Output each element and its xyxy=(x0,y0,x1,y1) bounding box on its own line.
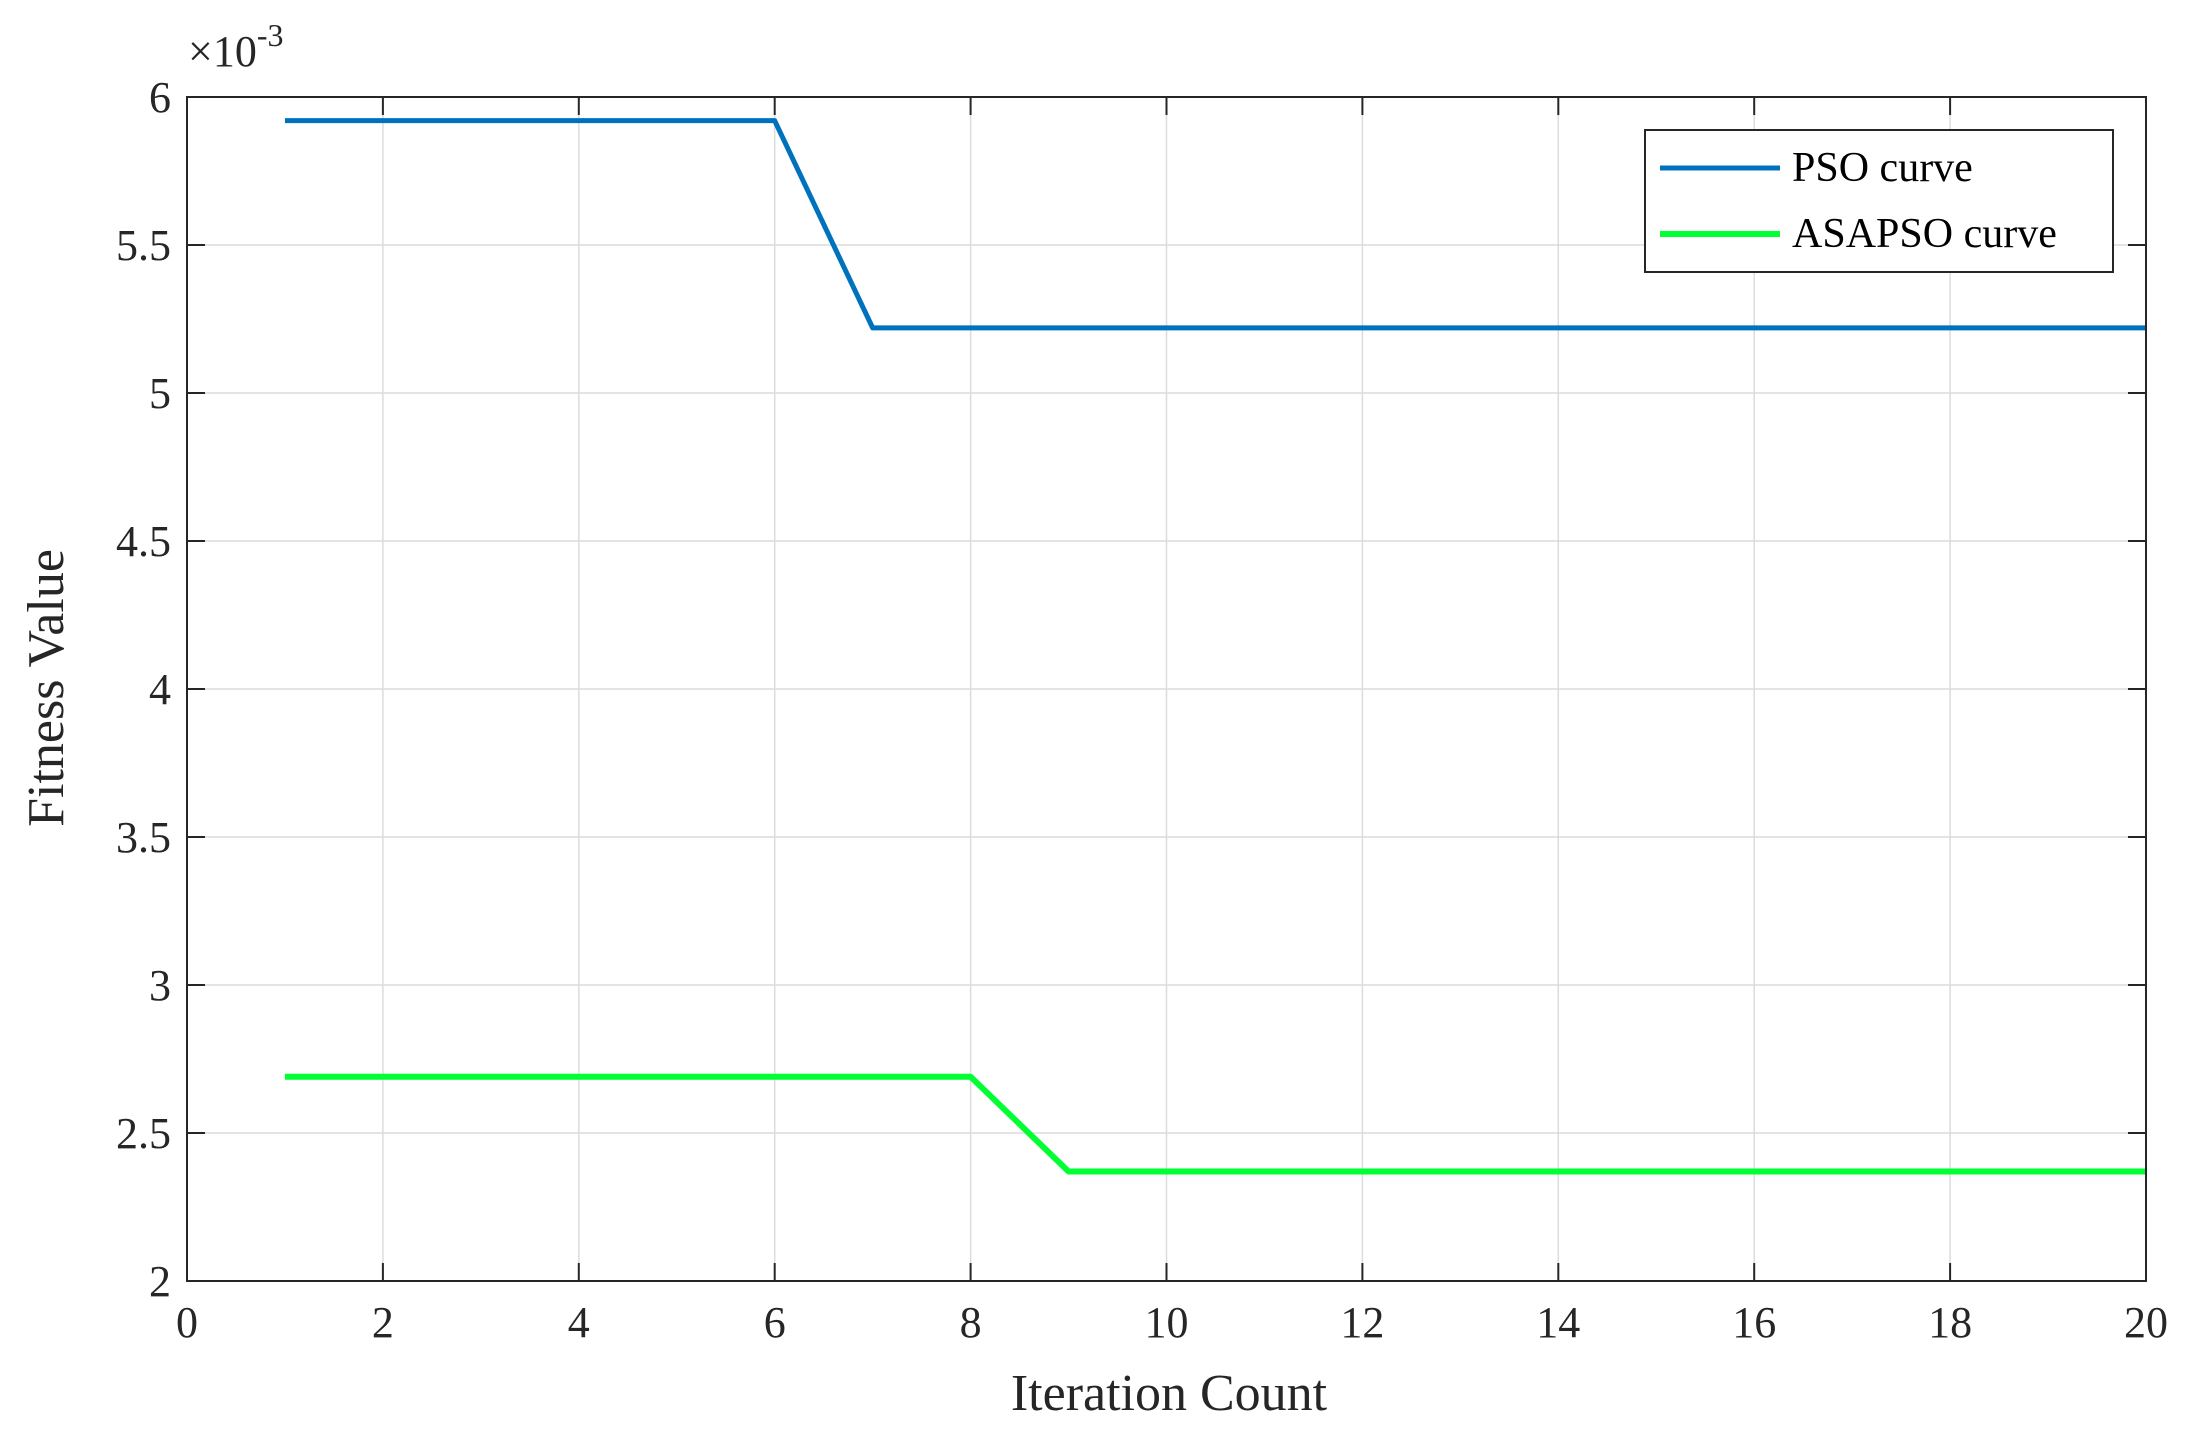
x-tick-label: 0 xyxy=(176,1298,198,1347)
series-line-asapso-curve xyxy=(284,1073,2146,1175)
y-exponent-base: ×10 xyxy=(188,27,257,76)
y-tick-label: 3 xyxy=(149,961,171,1010)
y-tick-label: 2 xyxy=(149,1257,171,1306)
legend-label-pso: PSO curve xyxy=(1792,145,1973,191)
y-tick-label: 3.5 xyxy=(116,813,171,862)
x-tick-label: 14 xyxy=(1536,1298,1580,1347)
x-tick-label: 20 xyxy=(2124,1298,2168,1347)
x-tick-label: 10 xyxy=(1145,1298,1189,1347)
y-tick-label: 4.5 xyxy=(116,517,171,566)
x-tick-label: 4 xyxy=(568,1298,590,1347)
x-tick-label: 6 xyxy=(764,1298,786,1347)
y-exponent-label: ×10-3 xyxy=(188,17,283,76)
y-axis-title: Fitness Value xyxy=(18,549,75,827)
legend: PSO curve ASAPSO curve xyxy=(1644,129,2114,273)
x-axis-title: Iteration Count xyxy=(1011,1365,1328,1422)
x-tick-label: 18 xyxy=(1928,1298,1972,1347)
x-tick-label: 2 xyxy=(372,1298,394,1347)
legend-label-asapso: ASAPSO curve xyxy=(1792,211,2057,257)
y-exponent-power: -3 xyxy=(257,17,284,53)
series-line-pso-curve xyxy=(284,118,2146,331)
y-tick-label: 6 xyxy=(149,73,171,122)
x-tick-label: 8 xyxy=(960,1298,982,1347)
x-tick-label: 16 xyxy=(1732,1298,1776,1347)
y-tick-label: 2.5 xyxy=(116,1109,171,1158)
y-tick-label: 5 xyxy=(149,369,171,418)
series-lines xyxy=(284,118,2146,1175)
y-tick-label: 5.5 xyxy=(116,221,171,270)
y-tick-label: 4 xyxy=(149,665,171,714)
axis-ticks xyxy=(186,96,2147,1282)
legend-box xyxy=(1644,129,2114,273)
x-tick-label: 12 xyxy=(1340,1298,1384,1347)
